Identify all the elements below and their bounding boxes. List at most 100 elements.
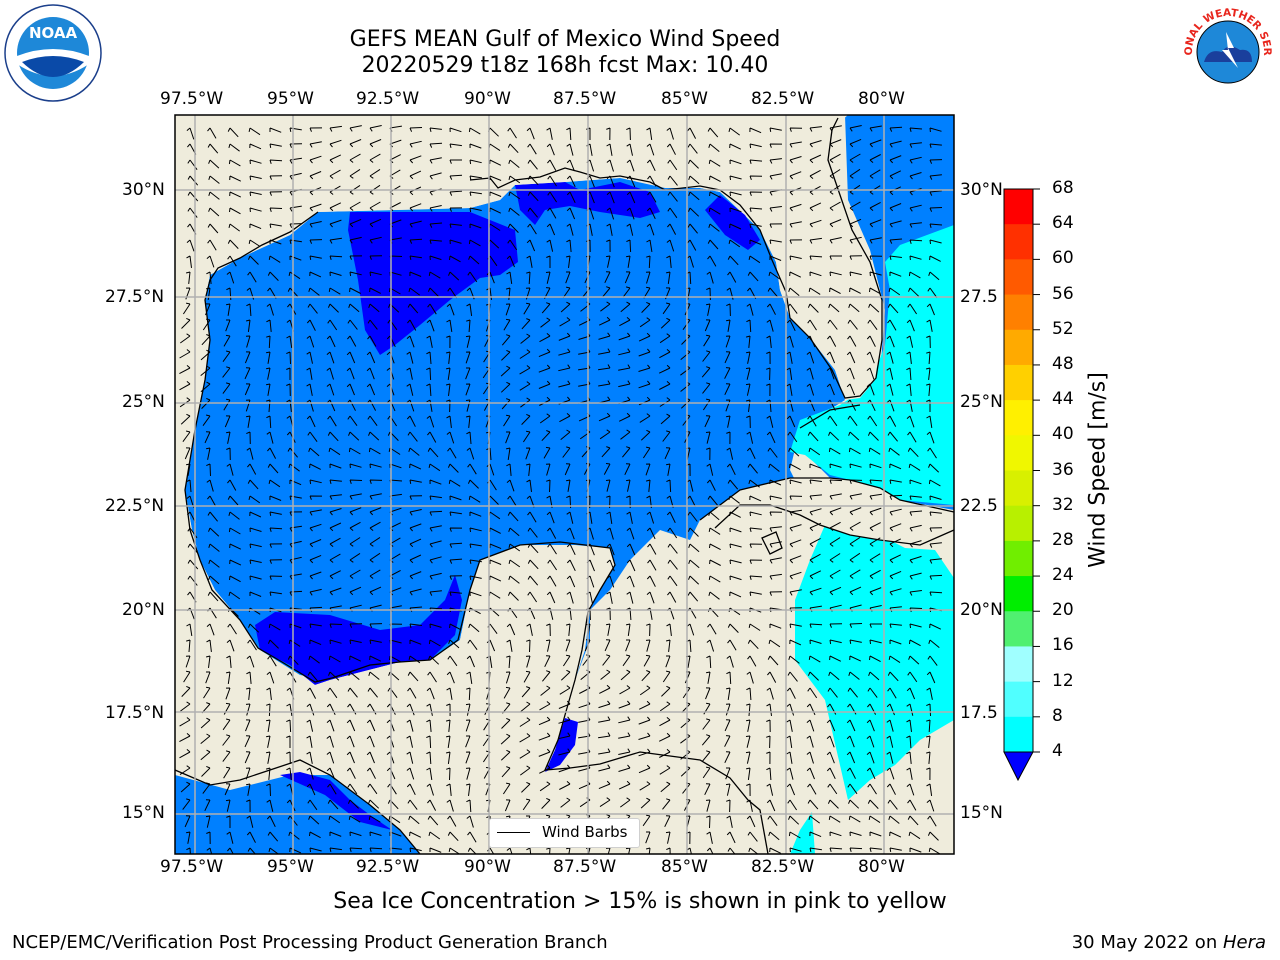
wind-barb — [502, 782, 511, 795]
wind-barb — [309, 141, 322, 148]
wind-barb — [369, 479, 383, 484]
wind-barb — [265, 383, 271, 396]
wind-barb — [329, 623, 343, 628]
wind-barb — [604, 271, 611, 284]
wind-barb — [659, 765, 671, 775]
wind-barb — [618, 748, 631, 755]
wind-barb — [347, 687, 358, 698]
wind-barb — [427, 799, 437, 811]
wind-barb — [909, 623, 922, 629]
wind-barb — [229, 191, 242, 198]
wind-barb — [546, 127, 553, 140]
wind-barb — [409, 509, 422, 516]
colorbar-segment — [1004, 576, 1033, 612]
wind-barb — [619, 685, 631, 695]
wind-barb — [887, 415, 897, 427]
wind-barb — [465, 367, 471, 380]
wind-barb — [449, 527, 463, 532]
wind-barb — [888, 287, 901, 296]
colorbar-segment — [1004, 646, 1033, 683]
wind-barb — [705, 687, 711, 700]
wind-barb — [349, 493, 362, 500]
wind-barb — [247, 847, 256, 854]
noaa-logo: NOAA — [4, 4, 102, 102]
wind-barb — [408, 655, 421, 664]
wind-barb — [647, 175, 657, 187]
wind-barb — [427, 671, 437, 683]
wind-barb — [645, 831, 651, 844]
wind-barb — [929, 255, 941, 262]
wind-barb — [559, 413, 571, 423]
wind-barb — [508, 575, 520, 584]
wind-barb — [205, 671, 211, 684]
wind-barb — [687, 591, 699, 602]
wind-barb — [598, 748, 611, 755]
wind-barb — [449, 495, 462, 501]
wind-barb — [767, 815, 778, 826]
wind-barb — [521, 318, 531, 330]
wind-barb — [469, 511, 482, 517]
wind-barb — [829, 255, 842, 260]
wind-barb — [660, 781, 671, 793]
wind-barb — [526, 271, 531, 285]
lat-label-left-1: 27.5°N — [105, 287, 165, 307]
wind-barb — [306, 383, 313, 396]
wind-barb — [599, 429, 611, 440]
wind-barb — [427, 815, 439, 826]
wind-barb — [829, 623, 843, 628]
wind-barb — [646, 591, 655, 604]
wind-barb — [326, 335, 336, 348]
wind-barb — [309, 463, 321, 470]
wind-barb — [906, 351, 912, 364]
wind-barb — [429, 127, 442, 133]
wind-barb — [426, 703, 433, 716]
wind-barb — [638, 748, 651, 757]
wind-barb — [626, 159, 635, 172]
wind-barb — [929, 495, 942, 501]
wind-barb — [789, 623, 802, 628]
wind-barb — [702, 718, 711, 730]
wind-barb — [639, 413, 651, 423]
wind-barb — [908, 831, 921, 840]
wind-barb — [906, 335, 914, 348]
wind-barb — [709, 191, 721, 199]
wind-barb — [767, 655, 779, 666]
wind-barb — [705, 431, 711, 444]
wind-barb — [348, 447, 361, 455]
wind-barb — [508, 175, 521, 184]
wind-barb — [706, 463, 714, 476]
wind-barb — [638, 764, 651, 774]
wind-barb — [886, 351, 894, 364]
wind-barb — [369, 536, 381, 547]
wind-barb — [926, 687, 933, 700]
wind-barb — [806, 367, 814, 380]
lat-label-left-2: 25°N — [122, 392, 165, 412]
wind-barb — [349, 569, 361, 579]
wind-barb — [249, 143, 262, 150]
wind-barb — [829, 521, 841, 531]
wind-barb — [349, 201, 361, 211]
wind-barb — [489, 559, 502, 565]
wind-barb — [706, 815, 711, 829]
wind-barb — [559, 685, 571, 695]
wind-barb — [598, 380, 611, 387]
wind-barb — [702, 350, 711, 362]
wind-barb — [466, 319, 471, 333]
wind-barb — [626, 127, 631, 141]
wind-barb — [205, 815, 211, 828]
wind-barb — [828, 431, 840, 441]
wind-barb — [643, 654, 651, 667]
wind-barb — [606, 591, 613, 604]
wind-barb — [646, 511, 655, 524]
wind-barb — [701, 734, 711, 746]
wind-barb — [409, 271, 422, 277]
wind-barb — [445, 735, 451, 748]
wind-barb — [560, 669, 571, 681]
wind-barb — [906, 415, 915, 428]
wind-barb — [640, 797, 651, 809]
wind-barb — [809, 169, 821, 179]
wind-barb — [706, 479, 716, 491]
wind-barb — [926, 751, 931, 764]
wind-barb — [624, 271, 631, 284]
wind-barb — [449, 623, 461, 631]
